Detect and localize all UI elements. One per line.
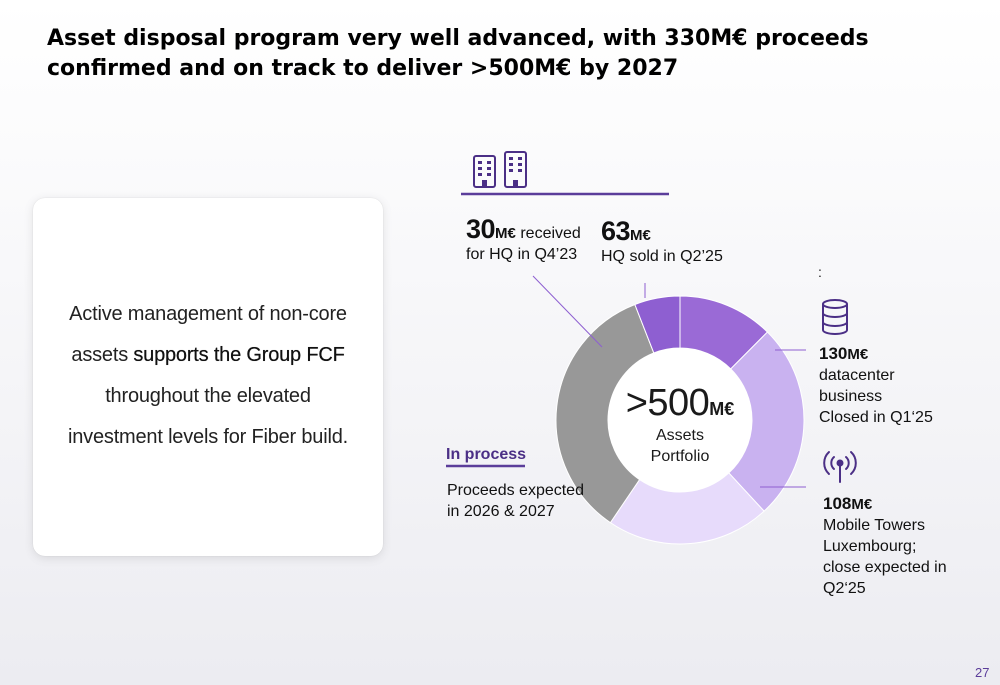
hq-received-suffix: received xyxy=(515,225,581,242)
antenna-icon xyxy=(823,451,857,483)
stray-colon: : xyxy=(818,264,822,280)
towers-unit: M€ xyxy=(851,496,873,513)
label-proceeds: Proceeds expected in 2026 & 2027 xyxy=(447,480,584,522)
center-sub-2: Portfolio xyxy=(650,448,710,465)
database-icon xyxy=(822,299,848,335)
donut-hole xyxy=(608,348,752,492)
proceeds-line-2: in 2026 & 2027 xyxy=(447,503,555,520)
hq-received-desc: for HQ in Q4’23 xyxy=(466,246,578,263)
summary-line-4: investment levels for Fiber build. xyxy=(68,426,348,448)
label-hq-sold: 63M€ HQ sold in Q2’25 xyxy=(601,218,723,267)
towers-value: 108 xyxy=(823,494,852,513)
proceeds-line-1: Proceeds expected xyxy=(447,482,584,499)
towers-desc-1: Mobile Towers xyxy=(823,517,925,534)
total-unit: M€ xyxy=(709,399,735,419)
leader-line-hq-received xyxy=(532,275,603,348)
buildings-icon xyxy=(473,151,527,188)
label-datacenter: 130M€ datacenter business Closed in Q1‘2… xyxy=(819,343,933,428)
towers-desc-3: close expected in xyxy=(823,559,947,576)
total-value: >500 xyxy=(625,382,710,424)
datacenter-unit: M€ xyxy=(847,346,869,363)
hq-sold-unit: M€ xyxy=(630,227,651,244)
summary-line-1: Active management of non-core xyxy=(69,303,347,325)
in-process-heading: In process xyxy=(446,446,527,463)
towers-desc-4: Q2‘25 xyxy=(823,580,866,597)
hq-received-unit: M€ xyxy=(495,225,516,242)
hq-sold-value: 63 xyxy=(601,216,631,246)
page-title: Asset disposal program very well advance… xyxy=(47,26,869,81)
label-towers: 108M€ Mobile Towers Luxembourg; close ex… xyxy=(823,493,947,599)
page-number: 27 xyxy=(975,665,990,680)
datacenter-desc-3: Closed in Q1‘25 xyxy=(819,409,933,426)
summary-line-2-pre: assets xyxy=(71,344,134,366)
hq-sold-desc: HQ sold in Q2’25 xyxy=(601,248,723,265)
label-hq-received: 30M€ received for HQ in Q4’23 xyxy=(466,216,581,265)
datacenter-desc-2: business xyxy=(819,388,883,405)
summary-text: Active management of non-core assets sup… xyxy=(33,294,383,458)
summary-card: Active management of non-core assets sup… xyxy=(33,198,383,556)
datacenter-desc-1: datacenter xyxy=(819,367,895,384)
summary-line-2: assets supports the Group FCF xyxy=(33,335,383,376)
center-sub-1: Assets xyxy=(655,427,704,444)
summary-highlight: supports the Group FCF xyxy=(133,344,345,366)
datacenter-value: 130 xyxy=(819,344,848,363)
donut-center-label: >500M€ Assets Portfolio xyxy=(600,381,760,467)
towers-desc-2: Luxembourg; xyxy=(823,538,917,555)
summary-line-3: throughout the elevated xyxy=(105,385,311,407)
hq-received-value: 30 xyxy=(466,214,496,244)
